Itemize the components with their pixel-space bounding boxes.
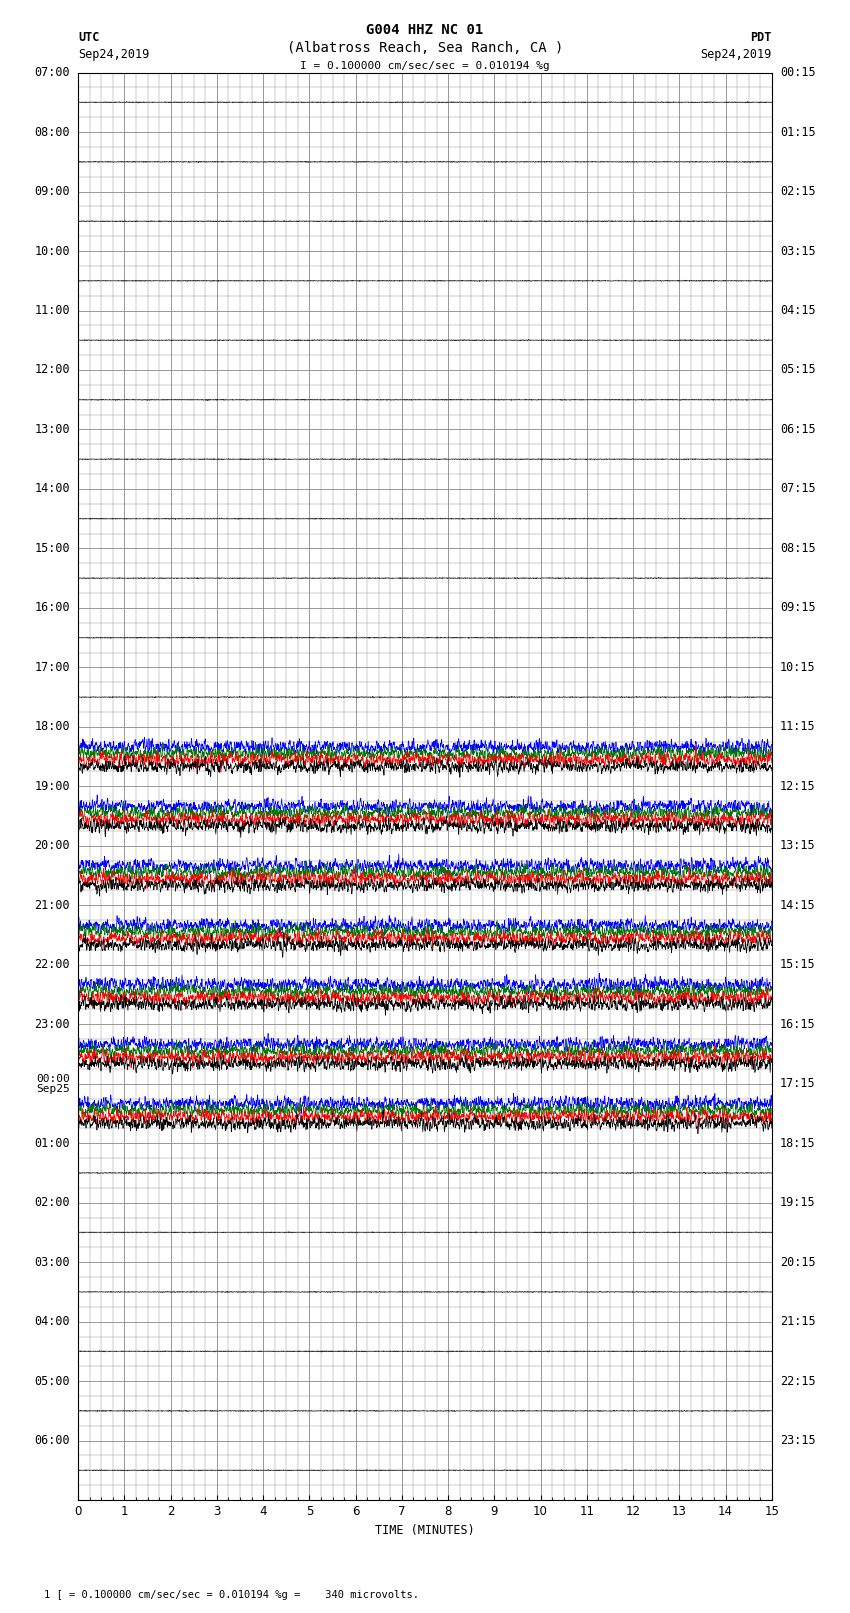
- Text: 14:00: 14:00: [34, 482, 70, 495]
- Text: 14:15: 14:15: [780, 898, 816, 911]
- Text: 07:00: 07:00: [34, 66, 70, 79]
- Text: 21:00: 21:00: [34, 898, 70, 911]
- Text: 18:15: 18:15: [780, 1137, 816, 1150]
- Text: 13:15: 13:15: [780, 839, 816, 852]
- Text: 15:00: 15:00: [34, 542, 70, 555]
- Text: 01:15: 01:15: [780, 126, 816, 139]
- Text: 19:15: 19:15: [780, 1197, 816, 1210]
- Text: 02:00: 02:00: [34, 1197, 70, 1210]
- Text: 15:15: 15:15: [780, 958, 816, 971]
- Text: 06:15: 06:15: [780, 423, 816, 436]
- Text: (Albatross Reach, Sea Ranch, CA ): (Albatross Reach, Sea Ranch, CA ): [286, 40, 564, 55]
- Text: 21:15: 21:15: [780, 1315, 816, 1327]
- Text: Sep24,2019: Sep24,2019: [700, 48, 772, 61]
- Text: 08:00: 08:00: [34, 126, 70, 139]
- Text: 13:00: 13:00: [34, 423, 70, 436]
- Text: 05:15: 05:15: [780, 363, 816, 376]
- Text: 11:15: 11:15: [780, 721, 816, 734]
- Text: 17:15: 17:15: [780, 1077, 816, 1090]
- Text: 12:00: 12:00: [34, 363, 70, 376]
- Text: 20:00: 20:00: [34, 839, 70, 852]
- Text: 01:00: 01:00: [34, 1137, 70, 1150]
- Text: I = 0.100000 cm/sec/sec = 0.010194 %g: I = 0.100000 cm/sec/sec = 0.010194 %g: [300, 61, 550, 71]
- Text: 04:00: 04:00: [34, 1315, 70, 1327]
- Text: Sep25: Sep25: [37, 1084, 70, 1094]
- Text: 20:15: 20:15: [780, 1255, 816, 1269]
- Text: 22:00: 22:00: [34, 958, 70, 971]
- Text: PDT: PDT: [751, 31, 772, 44]
- Text: 19:00: 19:00: [34, 779, 70, 794]
- Text: 09:15: 09:15: [780, 602, 816, 615]
- Text: G004 HHZ NC 01: G004 HHZ NC 01: [366, 23, 484, 37]
- Text: 10:15: 10:15: [780, 661, 816, 674]
- Text: Sep24,2019: Sep24,2019: [78, 48, 150, 61]
- Text: 16:15: 16:15: [780, 1018, 816, 1031]
- Text: 05:00: 05:00: [34, 1374, 70, 1387]
- Text: 00:00: 00:00: [37, 1074, 70, 1084]
- Text: 00:15: 00:15: [780, 66, 816, 79]
- Text: 18:00: 18:00: [34, 721, 70, 734]
- Text: 02:15: 02:15: [780, 185, 816, 198]
- Text: 16:00: 16:00: [34, 602, 70, 615]
- Text: 12:15: 12:15: [780, 779, 816, 794]
- Text: 07:15: 07:15: [780, 482, 816, 495]
- Text: 22:15: 22:15: [780, 1374, 816, 1387]
- Text: 08:15: 08:15: [780, 542, 816, 555]
- Text: 03:15: 03:15: [780, 245, 816, 258]
- Text: 03:00: 03:00: [34, 1255, 70, 1269]
- X-axis label: TIME (MINUTES): TIME (MINUTES): [375, 1524, 475, 1537]
- Text: 11:00: 11:00: [34, 303, 70, 318]
- Text: 23:15: 23:15: [780, 1434, 816, 1447]
- Text: 17:00: 17:00: [34, 661, 70, 674]
- Text: 23:00: 23:00: [34, 1018, 70, 1031]
- Text: 1 [ = 0.100000 cm/sec/sec = 0.010194 %g =    340 microvolts.: 1 [ = 0.100000 cm/sec/sec = 0.010194 %g …: [44, 1590, 419, 1600]
- Text: 06:00: 06:00: [34, 1434, 70, 1447]
- Text: 04:15: 04:15: [780, 303, 816, 318]
- Text: UTC: UTC: [78, 31, 99, 44]
- Text: 09:00: 09:00: [34, 185, 70, 198]
- Text: 10:00: 10:00: [34, 245, 70, 258]
